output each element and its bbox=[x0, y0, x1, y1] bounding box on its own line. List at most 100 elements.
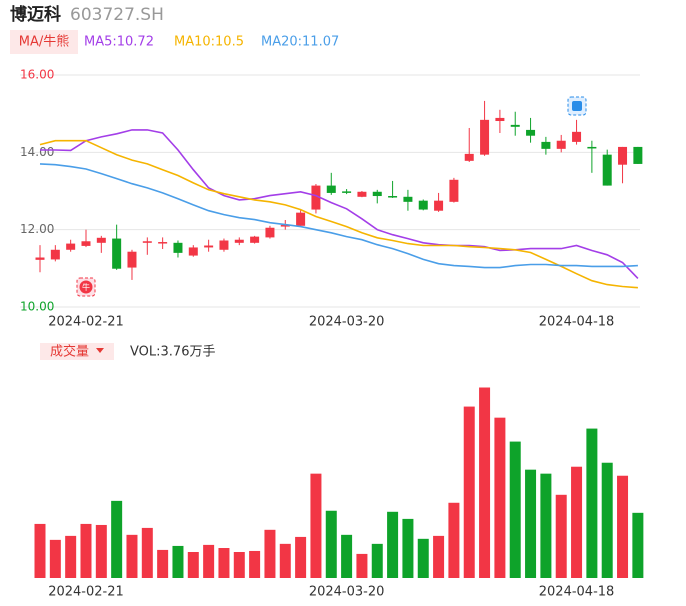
candle-body bbox=[296, 212, 306, 226]
candle-body bbox=[326, 185, 336, 193]
volume-bar bbox=[632, 512, 644, 578]
volume-bar bbox=[126, 534, 138, 578]
volume-bar bbox=[218, 548, 230, 578]
volume-bar bbox=[325, 510, 337, 578]
volume-bar bbox=[601, 462, 613, 578]
y-tick-label: 16.00 bbox=[20, 68, 54, 82]
volume-bar bbox=[509, 441, 521, 578]
stock-code: 603727.SH bbox=[70, 5, 164, 25]
candle-body bbox=[66, 243, 76, 250]
candle-body bbox=[173, 242, 183, 253]
candle-body bbox=[81, 241, 91, 246]
candle-body bbox=[602, 154, 612, 186]
candle-body bbox=[219, 240, 229, 250]
candle-body bbox=[372, 191, 382, 197]
x-tick-label: 2024-04-18 bbox=[539, 315, 615, 330]
legend-entry: MA20:11.07 bbox=[261, 35, 339, 50]
x-tick-label: 2024-03-20 bbox=[309, 315, 385, 330]
y-tick-label: 12.00 bbox=[20, 222, 54, 236]
x-tick-label: 2024-03-20 bbox=[309, 585, 385, 600]
dropdown-arrow[interactable] bbox=[96, 348, 104, 353]
ma-line bbox=[40, 129, 639, 279]
candle-body bbox=[418, 200, 428, 210]
x-tick-label: 2024-02-21 bbox=[48, 315, 124, 330]
ma-button-bg[interactable] bbox=[10, 30, 78, 54]
candle-body bbox=[357, 191, 367, 197]
candle-body bbox=[204, 245, 214, 248]
candle-body bbox=[434, 200, 444, 211]
volume-button[interactable]: 成交量 bbox=[50, 344, 89, 360]
candle-body bbox=[510, 124, 520, 127]
ma-line bbox=[39, 163, 638, 269]
volume-bar bbox=[141, 527, 153, 578]
volume-bar bbox=[371, 543, 383, 578]
signal-label: 牛 bbox=[82, 282, 90, 292]
candle-body bbox=[526, 129, 536, 136]
candle-body bbox=[556, 140, 566, 149]
candle-body bbox=[250, 236, 260, 243]
volume-bar bbox=[187, 552, 199, 578]
volume-bar bbox=[111, 500, 123, 578]
candle-body bbox=[127, 251, 137, 268]
candle-body bbox=[311, 185, 321, 210]
candle-body bbox=[342, 191, 352, 193]
candle-body bbox=[142, 241, 152, 243]
candle-body bbox=[449, 179, 459, 202]
volume-bar bbox=[555, 494, 567, 578]
x-tick-label: 2024-02-21 bbox=[48, 585, 124, 600]
stock-name: 博迈科 bbox=[10, 4, 61, 25]
volume-bar bbox=[479, 387, 491, 578]
candle-body bbox=[464, 153, 474, 161]
volume-bar bbox=[172, 545, 184, 578]
volume-bar bbox=[586, 428, 598, 578]
y-tick-label: 14.00 bbox=[20, 145, 54, 159]
candle-body bbox=[480, 119, 490, 155]
y-tick-label: 10.00 bbox=[20, 300, 54, 314]
volume-subtitle: VOL:3.76万手 bbox=[130, 345, 215, 360]
candle-body bbox=[35, 257, 45, 260]
volume-bar bbox=[433, 535, 445, 578]
legend-entry: MA10:10.5 bbox=[174, 35, 244, 50]
legend-entry: MA5:10.72 bbox=[84, 35, 154, 50]
candle-body bbox=[572, 131, 582, 142]
candle-body bbox=[587, 146, 597, 149]
candle-body bbox=[265, 227, 275, 238]
volume-bar bbox=[387, 511, 399, 578]
volume-bar bbox=[463, 406, 475, 578]
volume-bar bbox=[95, 524, 107, 578]
candle-body bbox=[188, 247, 198, 256]
candle-body bbox=[50, 249, 60, 260]
signal-icon bbox=[79, 280, 93, 294]
candle-body bbox=[618, 146, 628, 165]
candle-body bbox=[96, 237, 106, 243]
volume-bar bbox=[157, 549, 169, 578]
candle-body bbox=[541, 141, 551, 149]
volume-bar bbox=[279, 543, 291, 578]
volume-bar bbox=[540, 473, 552, 578]
volume-bar bbox=[571, 466, 583, 578]
volume-button-bg[interactable] bbox=[40, 343, 114, 360]
candle-body bbox=[403, 196, 413, 202]
candle-body bbox=[112, 238, 122, 269]
volume-bar bbox=[448, 502, 460, 578]
candle-body bbox=[388, 196, 398, 198]
signal-icon-2 bbox=[572, 101, 582, 111]
ma-button[interactable]: MA/牛熊 bbox=[19, 34, 70, 50]
volume-bar bbox=[356, 553, 368, 578]
x-tick-label: 2024-04-18 bbox=[539, 585, 615, 600]
volume-bar bbox=[203, 544, 215, 578]
volume-bar bbox=[402, 518, 414, 578]
volume-bar bbox=[249, 550, 261, 578]
volume-bar bbox=[264, 529, 276, 578]
volume-bar bbox=[65, 535, 77, 578]
volume-bar bbox=[49, 539, 61, 578]
volume-bar bbox=[310, 473, 322, 578]
ma-line bbox=[39, 139, 638, 289]
candle-body bbox=[495, 117, 505, 122]
candle-body bbox=[234, 239, 244, 243]
candle-body bbox=[633, 146, 643, 164]
volume-bar bbox=[525, 469, 537, 578]
volume-bar bbox=[34, 523, 46, 578]
volume-bar bbox=[295, 536, 307, 578]
